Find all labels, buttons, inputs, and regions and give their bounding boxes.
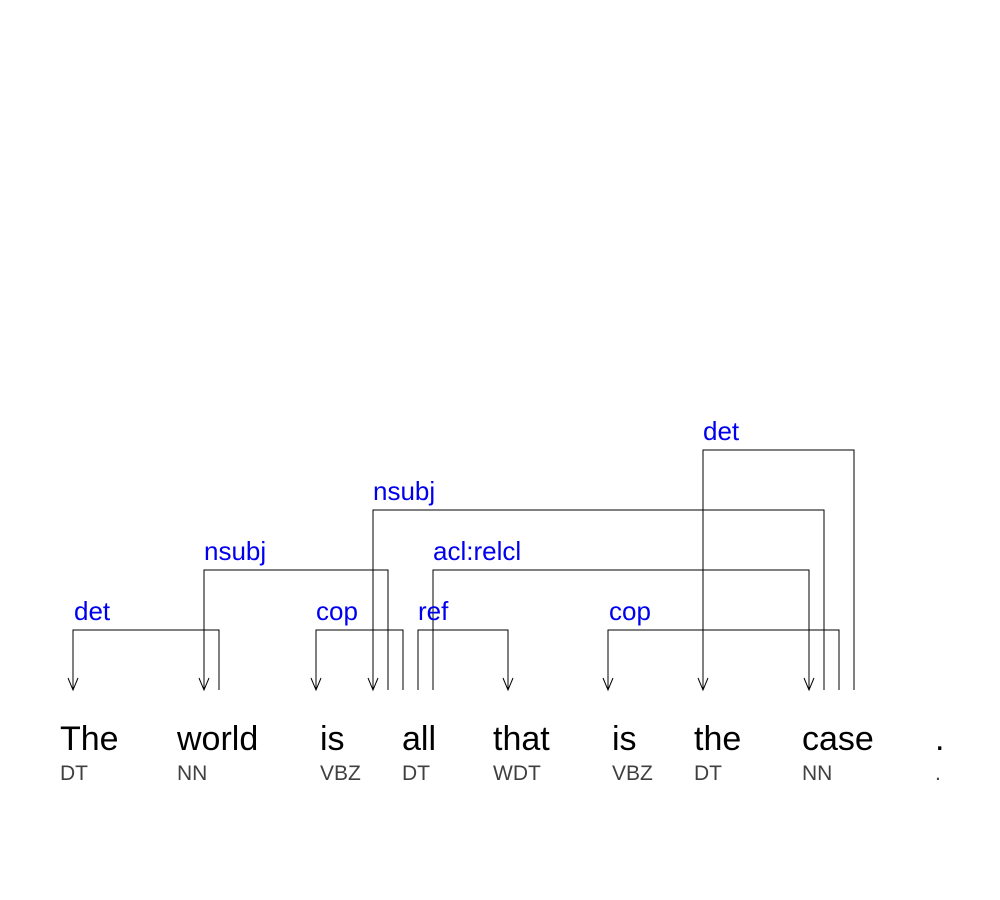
- dependency-label: cop: [316, 596, 358, 626]
- token-word: world: [176, 720, 258, 758]
- token-pos: DT: [60, 762, 88, 785]
- dependency-arc: [315, 629, 404, 690]
- token-pos: VBZ: [612, 762, 653, 785]
- token-word: is: [612, 720, 637, 758]
- token-word: The: [60, 720, 119, 758]
- token-pos: NN: [177, 762, 207, 785]
- token-word: the: [694, 720, 741, 758]
- dependency-label: acl:relcl: [433, 536, 521, 566]
- token-word: all: [402, 720, 436, 758]
- token-row: The DT world NN is VBZ all DT that WDT i…: [60, 720, 944, 785]
- dependency-label: cop: [609, 596, 651, 626]
- token-pos: NN: [802, 762, 832, 785]
- dependency-arc: [372, 509, 825, 690]
- dependency-label: det: [74, 596, 111, 626]
- arrowhead-icon: [198, 677, 210, 692]
- arrowhead-icon: [67, 677, 79, 692]
- token-word: is: [320, 720, 345, 758]
- arrowhead-icon: [367, 677, 379, 692]
- dependency-label: ref: [418, 596, 449, 626]
- dependency-edges: [67, 449, 855, 692]
- dependency-arc: [607, 629, 840, 690]
- token-pos: DT: [402, 762, 430, 785]
- dependency-label: nsubj: [204, 536, 266, 566]
- dependency-labels: det nsubj cop ref acl:relcl cop nsubj det: [74, 416, 740, 626]
- arrowhead-icon: [697, 677, 709, 692]
- token-word: that: [493, 720, 550, 758]
- dependency-label: nsubj: [373, 476, 435, 506]
- dependency-arc: [72, 629, 220, 690]
- arrowhead-icon: [803, 677, 815, 692]
- token-pos: VBZ: [320, 762, 361, 785]
- dependency-arc: [417, 629, 509, 690]
- arrowhead-icon: [602, 677, 614, 692]
- dependency-arc: [702, 449, 855, 690]
- token-word: .: [935, 720, 944, 758]
- arrowhead-icon: [502, 677, 514, 692]
- arrowhead-icon: [310, 677, 322, 692]
- dependency-label: det: [703, 416, 740, 446]
- token-pos: .: [935, 762, 941, 785]
- token-pos: DT: [694, 762, 722, 785]
- token-pos: WDT: [493, 762, 541, 785]
- token-word: case: [802, 720, 874, 758]
